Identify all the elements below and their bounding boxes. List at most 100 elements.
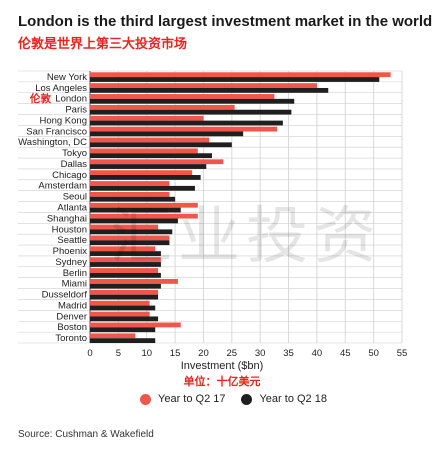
category-label: Los Angeles <box>35 83 87 94</box>
bar-q2-17 <box>90 333 136 339</box>
bar-q2-18 <box>90 262 161 267</box>
x-tick-label: 30 <box>255 348 266 359</box>
category-label: Houston <box>52 224 87 235</box>
bar-q2-17 <box>90 126 278 132</box>
bar-q2-18 <box>90 305 156 311</box>
bar-q2-17 <box>90 224 159 230</box>
bar-q2-18 <box>90 196 176 202</box>
category-label: Boston <box>57 322 87 333</box>
bar-q2-18 <box>90 272 161 278</box>
legend-swatch-q2-17 <box>140 393 151 405</box>
bar-q2-18 <box>90 207 181 213</box>
bar-q2-18 <box>90 338 156 344</box>
category-label: Chicago <box>52 170 87 181</box>
bar-q2-18 <box>90 218 178 224</box>
bar-q2-18 <box>90 98 295 104</box>
bar-q2-18 <box>90 251 161 256</box>
category-label: New York <box>47 72 87 83</box>
bar-q2-17 <box>90 257 161 263</box>
category-label: Denver <box>56 311 87 322</box>
source-note: Source: Cushman & Wakefield <box>18 429 154 440</box>
category-label: San Francisco <box>26 126 87 137</box>
x-axis-label: Investment ($bn) <box>180 360 264 372</box>
x-axis-unit-label: 单位：十亿美元 <box>183 376 261 388</box>
bar-q2-17 <box>90 213 198 219</box>
bar-q2-17 <box>90 279 178 284</box>
category-label: Phoenix <box>53 246 88 257</box>
bar-q2-17 <box>90 300 150 306</box>
bar-q2-17 <box>90 202 198 208</box>
legend-label-q2-18: Year to Q2 18 <box>259 393 327 405</box>
bar-q2-17 <box>90 181 170 186</box>
bar-q2-17 <box>90 137 210 143</box>
bar-q2-18 <box>90 294 159 300</box>
bar-q2-17 <box>90 268 159 273</box>
chart-title: London is the third largest investment m… <box>18 13 433 30</box>
x-tick-label: 35 <box>283 348 294 359</box>
category-label: Miami <box>62 279 87 290</box>
legend-label-q2-17: Year to Q2 17 <box>158 393 226 405</box>
bar-q2-18 <box>90 131 244 137</box>
bar-q2-18 <box>90 316 159 322</box>
category-label: Tokyo <box>62 148 87 159</box>
category-label: Madrid <box>58 300 87 311</box>
category-label: Toronto <box>55 333 87 344</box>
x-tick-label: 15 <box>170 348 181 359</box>
bar-q2-18 <box>90 327 156 333</box>
bar-q2-17 <box>90 311 150 317</box>
category-label: Shanghai <box>47 213 87 224</box>
bar-q2-18 <box>90 175 201 180</box>
x-tick-label: 40 <box>312 348 323 359</box>
bar-q2-17 <box>90 191 170 197</box>
bar-q2-17 <box>90 104 235 110</box>
category-label: Paris <box>65 105 87 116</box>
x-tick-label: 45 <box>340 348 351 359</box>
bar-q2-17 <box>90 83 317 88</box>
legend-swatch-q2-18 <box>241 393 253 405</box>
category-label: Dusseldorf <box>42 290 88 301</box>
bar-q2-18 <box>90 109 292 115</box>
category-label: Amsterdam <box>38 181 87 192</box>
x-tick-label: 0 <box>87 348 92 359</box>
bar-q2-18 <box>90 240 170 246</box>
category-annotation-cn: 伦敦 <box>29 92 51 105</box>
bar-q2-17 <box>90 322 181 328</box>
x-tick-label: 10 <box>141 348 152 359</box>
category-label: Washington, DC <box>18 137 87 148</box>
category-label: Berlin <box>63 268 87 279</box>
bar-q2-18 <box>90 164 207 169</box>
legend-item-q2-18: Year to Q2 18 <box>241 393 327 405</box>
bar-q2-18 <box>90 77 380 82</box>
category-label: Sydney <box>55 257 87 268</box>
x-tick-label: 55 <box>397 348 408 359</box>
bar-q2-17 <box>90 235 170 241</box>
bar-q2-17 <box>90 115 204 121</box>
bar-q2-18 <box>90 120 283 126</box>
bar-q2-17 <box>90 246 156 252</box>
x-tick-label: 25 <box>227 348 238 359</box>
category-label: Seattle <box>57 235 87 246</box>
category-label: Atlanta <box>57 203 87 214</box>
bar-q2-18 <box>90 142 232 148</box>
bar-q2-18 <box>90 87 329 93</box>
bar-q2-18 <box>90 153 212 159</box>
category-label: Hong Kong <box>39 115 87 126</box>
bar-q2-18 <box>90 283 161 289</box>
legend: Year to Q2 17 Year to Q2 18 <box>140 393 343 405</box>
bar-q2-17 <box>90 159 224 165</box>
bar-q2-17 <box>90 72 391 78</box>
bar-q2-17 <box>90 148 198 154</box>
x-tick-label: 50 <box>368 348 379 359</box>
chart-subtitle: 伦敦是世界上第三大投资市场 <box>18 36 188 51</box>
bar-q2-18 <box>90 185 195 191</box>
bar-q2-17 <box>90 94 275 99</box>
category-label: Dallas <box>61 159 88 170</box>
category-label: Seoul <box>63 192 87 203</box>
legend-item-q2-17: Year to Q2 17 <box>140 393 225 405</box>
bar-q2-18 <box>90 229 173 235</box>
bar-q2-17 <box>90 289 159 295</box>
x-tick-label: 5 <box>116 348 121 359</box>
x-tick-label: 20 <box>198 348 209 359</box>
category-label: London <box>55 94 87 105</box>
